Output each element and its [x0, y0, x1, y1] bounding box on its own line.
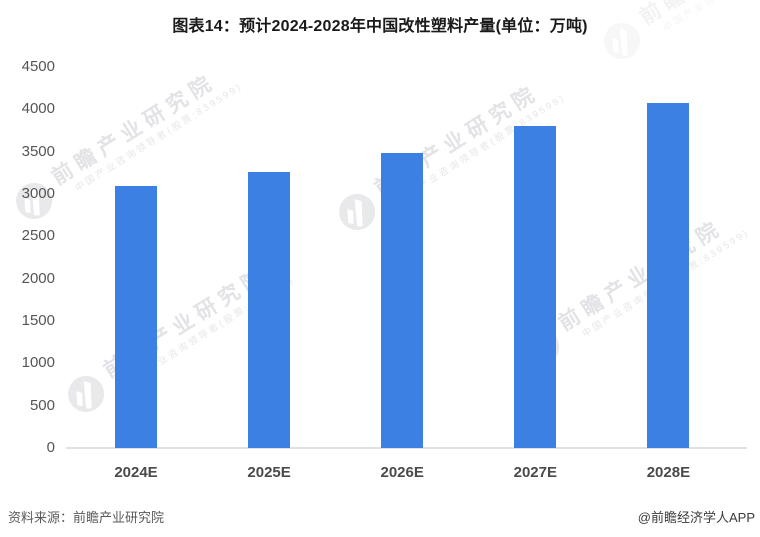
- bar-2027E: [514, 126, 557, 448]
- chart-title: 图表14：预计2024-2028年中国改性塑料产量(单位：万吨): [172, 18, 588, 35]
- x-axis-label-2028E: 2028E: [646, 464, 691, 481]
- y-axis-tick-label: 500: [29, 396, 55, 414]
- x-axis-line: [66, 447, 747, 449]
- x-axis-label-2024E: 2024E: [114, 464, 158, 481]
- y-axis-tick-label: 1500: [21, 312, 55, 329]
- x-axis-label-2026E: 2026E: [380, 464, 424, 481]
- y-axis-tick-label: 2000: [21, 269, 55, 287]
- x-axis-label-2025E: 2025E: [247, 464, 291, 481]
- bar-2028E: [647, 102, 690, 448]
- bar-2024E: [115, 186, 157, 448]
- brand-credit: @前瞻经济学人APP: [637, 510, 755, 525]
- y-axis-tick-label: 0: [46, 439, 55, 456]
- source-note: 资料来源：前瞻产业研究院: [8, 510, 165, 525]
- x-axis-label-2027E: 2027E: [513, 464, 557, 481]
- y-axis-tick-label: 4500: [21, 58, 55, 75]
- y-axis-tick-label: 2500: [21, 227, 55, 245]
- bar-2025E: [248, 171, 291, 448]
- y-axis-tick-label: 3000: [21, 185, 55, 202]
- y-axis-tick-label: 4000: [21, 100, 55, 118]
- y-axis-tick-label: 1000: [21, 354, 55, 372]
- bar-2026E: [381, 152, 424, 448]
- y-axis-tick-label: 3500: [21, 142, 55, 160]
